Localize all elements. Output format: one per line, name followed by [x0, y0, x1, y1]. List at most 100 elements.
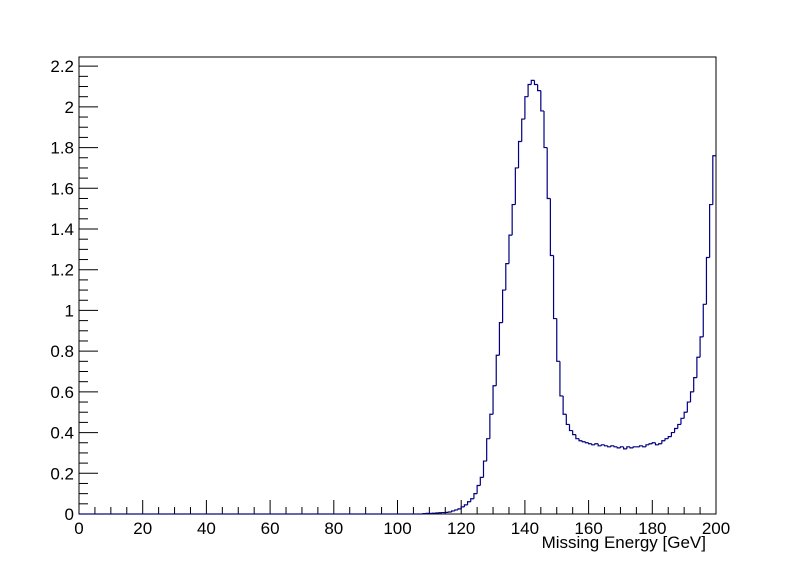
histogram-bin — [654, 442, 659, 446]
histogram-bin — [457, 508, 462, 510]
histogram-bin — [463, 504, 468, 507]
histogram-bin — [533, 80, 538, 86]
histogram-bin — [661, 440, 666, 444]
x-tick-label: 80 — [324, 519, 343, 538]
histogram-bin — [696, 356, 701, 378]
histogram-bin — [578, 438, 583, 442]
histogram-bin — [683, 411, 688, 419]
histogram-bin — [588, 442, 592, 445]
y-tick-label: 0 — [65, 505, 74, 524]
histogram-bin — [648, 443, 653, 445]
x-tick-label: 100 — [383, 519, 411, 538]
histogram-bin — [607, 445, 611, 448]
histogram-bin — [572, 430, 576, 436]
histogram-bin — [702, 303, 707, 337]
histogram-bin — [670, 431, 675, 437]
x-tick-label: 140 — [511, 519, 539, 538]
histogram-bin — [677, 423, 681, 429]
histogram-bin — [460, 506, 465, 509]
histogram-bin — [680, 417, 685, 425]
histogram-bin — [600, 444, 605, 446]
y-tick-label: 0.2 — [50, 464, 74, 483]
histogram-bin — [511, 203, 516, 236]
histogram-bin — [673, 427, 678, 433]
histogram-bin — [562, 395, 567, 415]
histogram-bin — [454, 509, 459, 511]
x-axis-label: Missing Energy [GeV] — [542, 533, 706, 552]
histogram-bin — [658, 443, 662, 445]
histogram-bin — [527, 83, 532, 97]
histogram-bin — [537, 84, 541, 92]
histogram-bin — [521, 118, 525, 142]
histogram-bin — [517, 140, 522, 168]
histogram-bin — [689, 391, 694, 403]
histogram-bin — [632, 446, 637, 448]
histogram-bin — [565, 414, 570, 426]
histogram-bin — [626, 446, 631, 449]
y-tick-label: 1.4 — [50, 220, 74, 239]
histogram-bin — [610, 445, 615, 447]
histogram-bin — [638, 445, 643, 447]
histogram-bin — [505, 263, 509, 291]
histogram-bin — [482, 460, 487, 478]
histogram-bin — [584, 441, 589, 444]
histogram-bin — [451, 510, 455, 512]
x-tick-label: 40 — [197, 519, 216, 538]
histogram-bin — [559, 361, 564, 397]
histogram-bin — [642, 445, 646, 448]
histogram-bin — [495, 354, 500, 386]
histogram-bin — [581, 440, 586, 443]
x-tick-label: 60 — [261, 519, 280, 538]
histogram-bin — [549, 198, 554, 257]
histogram-bin — [667, 436, 672, 439]
y-tick-label: 2 — [65, 98, 74, 117]
x-tick-label: 120 — [447, 519, 475, 538]
x-tick-label: 20 — [133, 519, 152, 538]
histogram-bin — [568, 424, 573, 432]
histogram-bin — [613, 445, 618, 448]
histogram-bin — [508, 234, 513, 264]
histogram-bin — [597, 443, 602, 447]
histogram-bin — [498, 322, 503, 356]
y-tick-label: 1.2 — [50, 261, 74, 280]
histogram-bin — [712, 155, 716, 205]
histogram-bin — [591, 443, 595, 446]
histogram-bin — [556, 318, 560, 362]
x-tick-label: 0 — [74, 519, 83, 538]
histogram-bin — [479, 476, 484, 486]
histogram-bin — [473, 493, 478, 499]
y-tick-label: 1.8 — [50, 139, 74, 158]
histogram-bin — [486, 438, 490, 462]
histogram-bin — [514, 167, 519, 205]
histogram-bin — [524, 96, 529, 120]
plot-frame — [78, 56, 717, 515]
histogram-bin — [699, 336, 704, 358]
x-tick-label: 200 — [702, 519, 730, 538]
histogram-bin — [664, 438, 669, 441]
histogram-bin — [619, 446, 624, 448]
histogram-bin — [705, 256, 710, 305]
histogram-bin — [489, 413, 494, 439]
histogram-bin — [470, 498, 474, 502]
histogram-bin — [476, 484, 481, 494]
histogram-bin — [552, 255, 557, 320]
histogram-bin — [575, 434, 580, 440]
histogram-bin — [543, 110, 548, 149]
histogram-bin — [603, 444, 608, 447]
histogram-bin — [693, 377, 697, 392]
y-tick-label: 0.8 — [50, 342, 74, 361]
histogram-bin — [645, 444, 650, 447]
y-tick-label: 1 — [65, 301, 74, 320]
histogram-bin — [616, 446, 621, 449]
histogram-bin — [492, 385, 497, 415]
histogram-bin — [546, 147, 551, 200]
y-tick-label: 2.2 — [50, 57, 74, 76]
histogram-bin — [651, 442, 656, 444]
histogram-bin — [540, 90, 545, 112]
histogram-bin — [594, 443, 599, 445]
x-tick-label: 180 — [638, 519, 666, 538]
x-tick-label: 160 — [574, 519, 602, 538]
histogram-bin — [709, 203, 713, 258]
